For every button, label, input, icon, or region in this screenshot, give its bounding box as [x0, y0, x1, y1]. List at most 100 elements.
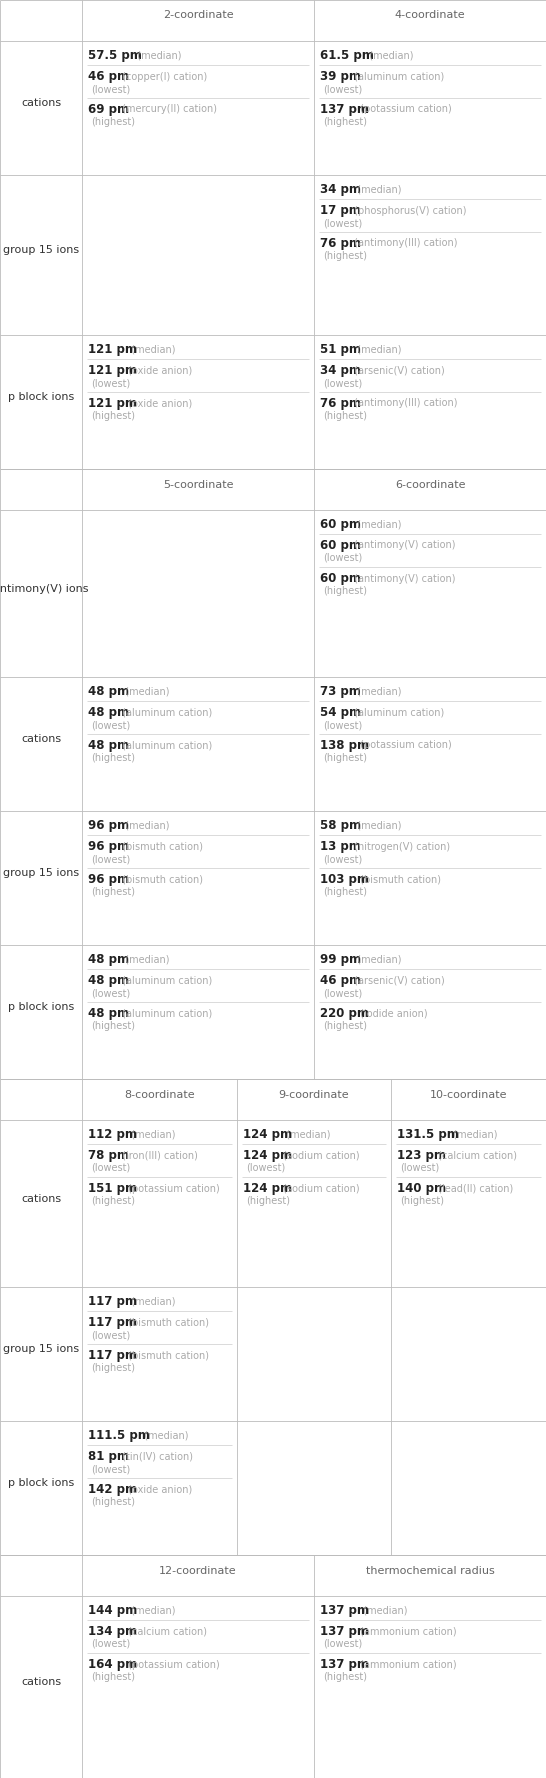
Text: (highest): (highest) — [323, 117, 367, 126]
Text: 58 pm: 58 pm — [320, 820, 361, 832]
Text: 137 pm: 137 pm — [320, 103, 369, 116]
Text: (median): (median) — [351, 519, 401, 530]
Text: (arsenic(V) cation): (arsenic(V) cation) — [351, 976, 445, 985]
Text: 117 pm: 117 pm — [88, 1316, 137, 1328]
Text: 78 pm: 78 pm — [88, 1149, 129, 1163]
Text: (highest): (highest) — [91, 1021, 135, 1031]
Text: 57.5 pm: 57.5 pm — [88, 50, 142, 62]
Text: 137 pm: 137 pm — [320, 1604, 369, 1616]
Text: cations: cations — [21, 734, 61, 743]
Text: (highest): (highest) — [323, 1671, 367, 1682]
Text: 48 pm: 48 pm — [88, 953, 129, 965]
Text: (aluminum cation): (aluminum cation) — [351, 708, 444, 718]
Text: group 15 ions: group 15 ions — [3, 868, 79, 878]
Text: 138 pm: 138 pm — [320, 740, 369, 752]
Text: 121 pm: 121 pm — [88, 364, 137, 377]
Text: (lead(II) cation): (lead(II) cation) — [435, 1184, 513, 1193]
Text: 60 pm: 60 pm — [320, 539, 361, 551]
Text: (median): (median) — [447, 1129, 497, 1140]
Text: (antimony(V) cation): (antimony(V) cation) — [351, 574, 455, 583]
Text: 112 pm: 112 pm — [88, 1127, 137, 1141]
Text: (median): (median) — [119, 686, 169, 697]
Text: 4-coordinate: 4-coordinate — [395, 11, 465, 21]
Text: (median): (median) — [351, 185, 401, 194]
Text: (lowest): (lowest) — [400, 1163, 440, 1173]
Text: (nitrogen(V) cation): (nitrogen(V) cation) — [351, 841, 450, 852]
Text: (highest): (highest) — [323, 411, 367, 421]
Text: 96 pm: 96 pm — [88, 839, 129, 853]
Text: 73 pm: 73 pm — [320, 685, 361, 699]
Text: (lowest): (lowest) — [91, 720, 130, 731]
Text: (lowest): (lowest) — [323, 1639, 362, 1648]
Text: 8-coordinate: 8-coordinate — [124, 1090, 194, 1099]
Text: 60 pm: 60 pm — [320, 517, 361, 532]
Text: 131.5 pm: 131.5 pm — [397, 1127, 459, 1141]
Text: 12-coordinate: 12-coordinate — [159, 1565, 237, 1575]
Text: 34 pm: 34 pm — [320, 364, 361, 377]
Text: (bismuth cation): (bismuth cation) — [119, 875, 203, 884]
Text: (potassium cation): (potassium cation) — [125, 1184, 220, 1193]
Text: 121 pm: 121 pm — [88, 343, 137, 356]
Text: 151 pm: 151 pm — [88, 1182, 137, 1195]
Text: (highest): (highest) — [91, 1497, 135, 1508]
Text: 142 pm: 142 pm — [88, 1483, 137, 1495]
Text: (lowest): (lowest) — [91, 1463, 130, 1474]
Text: (median): (median) — [119, 820, 169, 830]
Text: thermochemical radius: thermochemical radius — [366, 1565, 494, 1575]
Text: (highest): (highest) — [91, 887, 135, 896]
Text: (lowest): (lowest) — [91, 853, 130, 864]
Text: (ammonium cation): (ammonium cation) — [357, 1627, 457, 1636]
Text: 121 pm: 121 pm — [88, 396, 137, 411]
Text: (bismuth cation): (bismuth cation) — [125, 1317, 209, 1328]
Text: 69 pm: 69 pm — [88, 103, 129, 116]
Text: (lowest): (lowest) — [323, 84, 362, 94]
Text: 123 pm: 123 pm — [397, 1149, 446, 1163]
Text: (lowest): (lowest) — [323, 219, 362, 228]
Text: (median): (median) — [364, 50, 414, 60]
Text: 137 pm: 137 pm — [320, 1625, 369, 1638]
Text: (bismuth cation): (bismuth cation) — [119, 841, 203, 852]
Text: (ammonium cation): (ammonium cation) — [357, 1659, 457, 1670]
Text: (aluminum cation): (aluminum cation) — [119, 1008, 212, 1019]
Text: (highest): (highest) — [91, 117, 135, 126]
Text: (highest): (highest) — [91, 1197, 135, 1205]
Text: 140 pm: 140 pm — [397, 1182, 447, 1195]
Text: (lowest): (lowest) — [91, 989, 130, 997]
Text: (iodide anion): (iodide anion) — [357, 1008, 428, 1019]
Text: 48 pm: 48 pm — [88, 974, 129, 987]
Text: (highest): (highest) — [91, 1364, 135, 1373]
Text: 2-coordinate: 2-coordinate — [163, 11, 233, 21]
Text: 46 pm: 46 pm — [88, 69, 129, 84]
Text: (median): (median) — [119, 955, 169, 964]
Text: 48 pm: 48 pm — [88, 685, 129, 699]
Text: (tin(IV) cation): (tin(IV) cation) — [119, 1451, 193, 1462]
Text: 6-coordinate: 6-coordinate — [395, 480, 465, 489]
Text: (aluminum cation): (aluminum cation) — [119, 976, 212, 985]
Text: 124 pm: 124 pm — [242, 1182, 292, 1195]
Text: (median): (median) — [125, 1129, 176, 1140]
Text: (highest): (highest) — [91, 754, 135, 763]
Text: 124 pm: 124 pm — [242, 1149, 292, 1163]
Text: (oxide anion): (oxide anion) — [125, 1485, 192, 1495]
Text: (oxide anion): (oxide anion) — [125, 366, 192, 375]
Text: (median): (median) — [351, 955, 401, 964]
Text: 117 pm: 117 pm — [88, 1350, 137, 1362]
Text: 81 pm: 81 pm — [88, 1451, 129, 1463]
Text: 39 pm: 39 pm — [320, 69, 361, 84]
Text: 51 pm: 51 pm — [320, 343, 361, 356]
Text: (oxide anion): (oxide anion) — [125, 398, 192, 409]
Text: (aluminum cation): (aluminum cation) — [351, 71, 444, 82]
Text: 164 pm: 164 pm — [88, 1659, 137, 1671]
Text: (potassium cation): (potassium cation) — [125, 1659, 220, 1670]
Text: group 15 ions: group 15 ions — [3, 1344, 79, 1355]
Text: 144 pm: 144 pm — [88, 1604, 137, 1616]
Text: (copper(I) cation): (copper(I) cation) — [119, 71, 207, 82]
Text: (highest): (highest) — [246, 1197, 290, 1205]
Text: (antimony(V) cation): (antimony(V) cation) — [351, 541, 455, 551]
Text: cations: cations — [21, 98, 61, 108]
Text: (highest): (highest) — [323, 1021, 367, 1031]
Text: 61.5 pm: 61.5 pm — [320, 50, 374, 62]
Text: (lowest): (lowest) — [91, 1639, 130, 1648]
Text: 17 pm: 17 pm — [320, 204, 361, 217]
Text: (highest): (highest) — [400, 1197, 444, 1205]
